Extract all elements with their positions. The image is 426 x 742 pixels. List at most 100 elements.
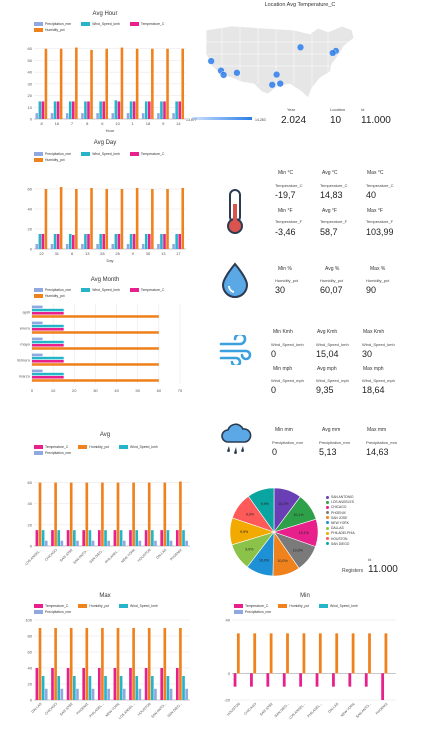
bar <box>51 530 54 546</box>
registers-id-label: Id <box>368 557 372 562</box>
bar <box>368 633 371 674</box>
temp-max-c-label: Max °C <box>367 170 384 176</box>
pie-legend-item[interactable]: CHICAGO <box>326 505 355 509</box>
y-tick-label: -20 <box>224 698 231 703</box>
legend-item[interactable]: Precipitation_mm <box>34 22 71 26</box>
bar <box>72 235 75 249</box>
bar <box>87 101 90 119</box>
y-tick-label: 30 <box>28 81 33 86</box>
kpi-year-label: Year <box>287 107 296 112</box>
bar <box>99 234 102 249</box>
x-tick-label: SAN JOSE <box>59 547 74 562</box>
wind-avg-kmh-value: 15,04 <box>316 349 339 359</box>
y-tick-label: april <box>22 310 30 315</box>
legend-item[interactable]: Temperature_C <box>34 445 68 449</box>
bar <box>56 101 60 119</box>
x-tick-label: 8 <box>40 121 43 126</box>
legend-label: Humidity_pct <box>45 294 65 298</box>
legend-item[interactable]: Temperature_C <box>129 22 164 26</box>
map-point <box>276 79 284 88</box>
bar <box>160 530 164 546</box>
bar <box>157 113 160 119</box>
pie-legend-item[interactable]: DALLAS <box>326 526 355 530</box>
pie-legend-item[interactable]: PHILADELPHIA <box>326 531 355 535</box>
bar <box>122 540 126 546</box>
legend-item[interactable]: Humidity_pct <box>78 604 109 608</box>
thermometer-icon <box>227 189 243 234</box>
map-title: Location Avg Temperature_C <box>264 2 336 8</box>
bar <box>69 628 73 700</box>
legend-swatch <box>34 294 43 298</box>
pie-legend-item[interactable]: LOS ANGELES <box>326 500 355 504</box>
x-tick-label: PHILADEL... <box>88 702 104 718</box>
legend-item[interactable]: Temperature_C <box>129 152 164 156</box>
bar <box>286 633 289 674</box>
x-tick-label: 8 <box>71 251 74 256</box>
legend-item[interactable]: Temperature_C <box>34 604 68 608</box>
bar <box>135 530 139 546</box>
legend-swatch <box>118 604 128 608</box>
bar <box>182 676 185 700</box>
temp-max-c-sub: Temperature_C <box>366 183 394 188</box>
bar <box>182 530 185 546</box>
legend-item[interactable]: Wind_Speed_kmh <box>318 604 358 608</box>
kpi-location-value: 10 <box>330 115 342 126</box>
bar <box>75 189 78 249</box>
legend-item[interactable]: Humidity_pct <box>78 445 109 449</box>
x-tick-label: 7 <box>71 121 74 126</box>
bar <box>82 668 86 700</box>
x-tick-label: 22 <box>39 251 44 256</box>
chart-title-avg-day: Avg Day <box>93 140 117 146</box>
legend-item[interactable]: Wind_Speed_kmh <box>81 152 120 156</box>
bar <box>35 113 39 119</box>
legend-item[interactable]: Temperature_C <box>129 288 164 292</box>
bar <box>120 189 124 249</box>
bar <box>84 101 87 119</box>
legend-item[interactable]: Temperature_C <box>234 604 268 608</box>
bar <box>179 628 182 700</box>
bar <box>35 244 39 249</box>
legend-item[interactable]: Wind_Speed_kmh <box>81 288 120 292</box>
pie-legend-item[interactable]: SAN DIEGO <box>326 542 355 546</box>
x-tick-label: 60 <box>157 388 162 393</box>
bar <box>364 673 368 687</box>
pie-legend-label: SAN DIEGO <box>331 541 350 546</box>
x-tick-label: 0 <box>31 388 34 393</box>
bar <box>54 628 57 700</box>
pie-legend-item[interactable]: HOUSTON <box>326 537 355 541</box>
pie-legend-item[interactable]: PHOENIX <box>326 511 355 515</box>
legend-item[interactable]: Humidity_pct <box>278 604 309 608</box>
pie-slice-label: 10,2% <box>278 502 289 506</box>
legend-item[interactable]: Humidity_pct <box>34 294 65 298</box>
legend-item[interactable]: Precipitation_mm <box>34 451 71 455</box>
legend-item[interactable]: Humidity_pct <box>34 158 65 162</box>
legend-max: Temperature_C Humidity_pct Wind_Speed_kmh P… <box>34 604 184 614</box>
x-tick-label: 10 <box>115 121 120 126</box>
x-tick-label: 9 <box>132 251 135 256</box>
y-tick-label: 60 <box>28 650 33 655</box>
bar <box>111 244 115 249</box>
bar <box>97 668 101 700</box>
pie-legend-item[interactable]: NEW YORK <box>326 521 355 525</box>
pie-legend-item[interactable]: SAN JOSE <box>326 516 355 520</box>
x-tick-label: 9 <box>162 121 165 126</box>
humidity-min-value: 30 <box>275 285 286 295</box>
chart-avg-month: 0 10 20 30 40 50 60 70 april enero mayo febrero marz… <box>17 304 183 393</box>
legend-item[interactable]: Precipitation_mm <box>34 288 71 292</box>
bar <box>163 482 167 546</box>
legend-item[interactable]: Wind_Speed_kmh <box>118 604 158 608</box>
legend-item[interactable]: Precipitation_mm <box>34 610 71 614</box>
bar <box>126 113 130 119</box>
map-point <box>268 81 276 89</box>
legend-item[interactable]: Wind_Speed_kmh <box>81 22 120 26</box>
pie-legend-item[interactable]: SAN ANTONIO <box>326 495 355 499</box>
us-map[interactable] <box>192 12 364 112</box>
x-tick-label: PHILADEL... <box>306 702 322 718</box>
legend-item[interactable]: Wind_Speed_kmh <box>118 445 158 449</box>
x-axis-label: Hour <box>106 128 115 133</box>
legend-item[interactable]: Humidity_pct <box>34 28 65 32</box>
bar <box>172 113 175 119</box>
legend-item[interactable]: Precipitation_mm <box>34 152 71 156</box>
legend-item[interactable]: Precipitation_mm <box>234 610 271 614</box>
